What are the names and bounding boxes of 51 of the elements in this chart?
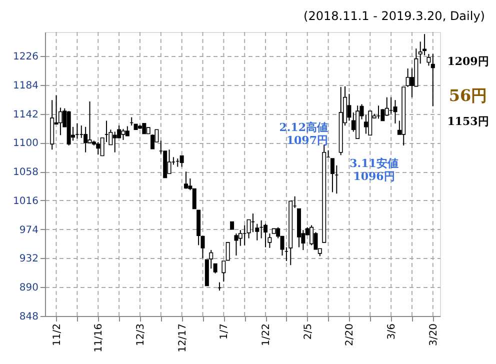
y-tick-label: 1184 (13, 80, 38, 92)
candlestick (393, 100, 398, 124)
y-tick-label: 932 (19, 254, 38, 265)
candlestick (200, 236, 205, 259)
annotation: 3.11安値 1096円 (350, 157, 398, 183)
annotation: 2.12高値 1097円 (279, 121, 328, 147)
candlestick (264, 223, 268, 248)
candlestick (121, 128, 126, 140)
x-tick-label: 1/22 (261, 324, 272, 346)
candlestick (88, 100, 92, 144)
candlestick (213, 263, 218, 274)
candlestick (125, 126, 130, 136)
y-tick-label: 890 (19, 282, 38, 294)
candlestick (430, 54, 435, 107)
candlestick (234, 232, 238, 256)
y-tick-label: 1100 (13, 138, 38, 150)
text: 56円 (448, 86, 488, 105)
y-tick-label: 1058 (13, 167, 38, 178)
candlestick (380, 108, 385, 122)
text: 1209円 (447, 55, 489, 68)
x-tick-label: 3/20 (428, 324, 440, 346)
candlestick (330, 158, 334, 193)
y-tick-label: 1142 (13, 109, 38, 120)
candlestick (184, 171, 188, 190)
candlestick (180, 155, 184, 168)
y-tick-label: 848 (19, 312, 38, 322)
x-tick-label: 1/7 (219, 324, 230, 340)
candlestick (84, 126, 88, 153)
candlestick (406, 68, 410, 88)
y-tick-label: 1016 (13, 196, 38, 207)
y-tick-label: 1226 (13, 52, 38, 63)
candlestick (96, 142, 100, 155)
candlestick (426, 54, 431, 66)
candlestick (347, 93, 352, 122)
x-tick-label: 12/17 (177, 324, 188, 352)
candlestick (310, 224, 314, 246)
candlestick (142, 123, 146, 134)
x-tick-label: 2/20 (344, 324, 356, 346)
y-tick-label: 974 (19, 224, 38, 236)
candlestick (192, 188, 196, 210)
x-tick-label: 12/3 (135, 324, 146, 346)
x-tick-label: 3/6 (386, 324, 398, 340)
candlestick (226, 242, 230, 261)
candlestick (167, 149, 172, 174)
chart-title: (2018.11.1 - 2019.3.20, Daily) (304, 9, 485, 23)
candlestick (112, 131, 117, 153)
x-tick-label: 2/5 (302, 324, 314, 340)
text: 1153円 (447, 115, 489, 128)
x-tick-label: 11/16 (94, 324, 105, 352)
x-tick-label: 11/2 (52, 324, 63, 346)
candlestick (222, 260, 226, 282)
